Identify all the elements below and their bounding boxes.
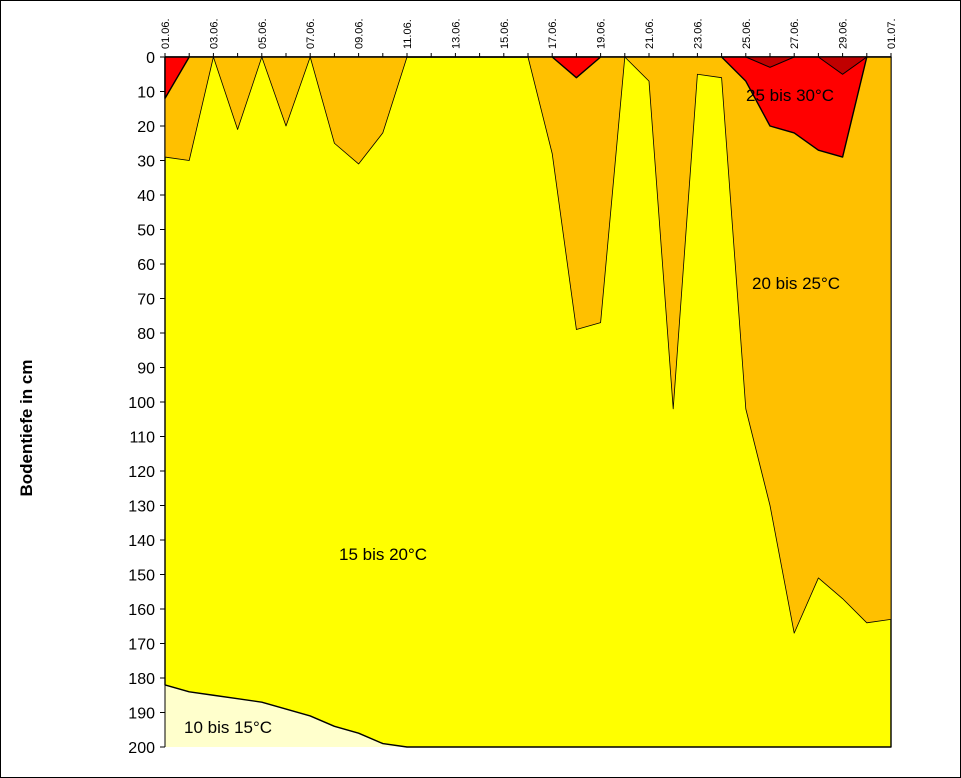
y-tick-label: 90 [137,361,155,378]
y-tick-label: 70 [137,292,155,309]
y-tick-label: 180 [128,671,155,688]
x-tick-label: 19.06. [596,18,608,49]
y-tick-label: 200 [128,740,155,757]
band-label-10-15: 10 bis 15°C [184,718,272,737]
x-tick-label: 11.06. [402,19,414,49]
area-15-20 [164,56,892,748]
y-tick-label: 0 [146,50,155,67]
y-tick-label: 10 [137,85,155,102]
y-tick-label: 120 [128,464,155,481]
y-tick-label: 100 [128,395,155,412]
y-axis: 0 10 20 30 40 50 60 70 80 90 100 110 120 130 140 150 160… [128,50,166,757]
y-tick-label: 30 [137,154,155,171]
x-tick-label: 29.06. [838,18,850,49]
x-tick-label: 01.07. [886,18,898,49]
y-tick-label: 50 [137,223,155,240]
y-tick-label: 40 [137,188,155,205]
y-tick-label: 190 [128,706,155,723]
x-tick-label: 15.06. [499,18,511,49]
y-tick-label: 110 [129,430,155,447]
x-tick-label: 27.06. [789,18,801,49]
x-tick-label: 23.06. [692,18,704,49]
x-tick-label: 03.06. [208,18,220,49]
band-label-25-30: 25 bis 30°C [746,86,834,105]
y-tick-label: 130 [128,499,155,516]
y-tick-label: 160 [128,602,155,619]
band-label-20-25: 20 bis 25°C [752,274,840,293]
y-tick-label: 170 [128,637,155,654]
y-tick-label: 20 [137,119,155,136]
y-tick-label: 140 [128,533,155,550]
temperature-areas [164,56,892,748]
x-tick-label: 17.06. [547,18,559,49]
band-label-15-20: 15 bis 20°C [339,545,427,564]
x-tick-label: 09.06. [354,18,366,49]
y-axis-title: Bodentiefe in cm [17,360,36,497]
x-tick-label: 01.06. [160,18,172,49]
x-tick-label: 25.06. [741,18,753,49]
y-tick-label: 60 [137,257,155,274]
x-tick-label: 07.06. [305,18,317,49]
x-axis: 01.06. 03.06. 05.06. 07.06. 09.06. 11.06. 13.0… [160,18,898,58]
x-tick-label: 21.06. [644,18,656,49]
y-tick-label: 150 [128,568,155,585]
x-tick-label: 05.06. [257,18,269,49]
x-tick-label: 13.06. [450,18,462,49]
y-tick-label: 80 [137,326,155,343]
